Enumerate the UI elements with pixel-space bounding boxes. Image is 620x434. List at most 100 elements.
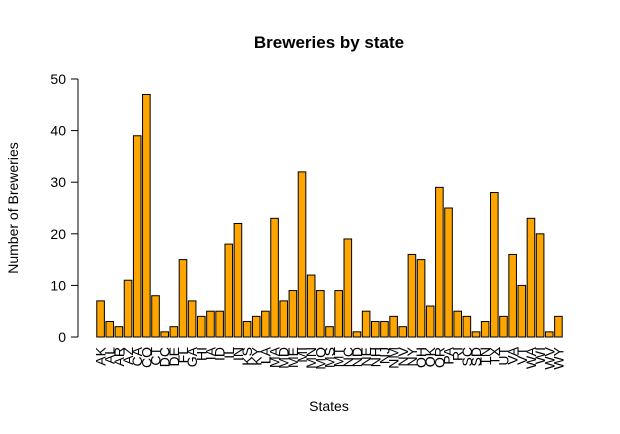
bar-tn — [480, 321, 490, 338]
bar-ga — [187, 300, 197, 338]
x-tick-label-va: VA — [505, 346, 521, 364]
bar-me — [288, 290, 298, 338]
x-tick-label-sd: SD — [468, 347, 484, 366]
x-tick-label-ok: OK — [422, 346, 438, 367]
bar-az — [123, 279, 133, 338]
bar-or — [435, 186, 444, 338]
y-tick-label: 50 — [50, 71, 66, 87]
bar-fl — [178, 259, 188, 338]
y-tick-label: 20 — [50, 226, 66, 242]
x-tick-label-ks: KS — [239, 347, 255, 366]
bar-ne — [361, 310, 371, 338]
bar-dc — [160, 331, 169, 338]
bar-ak — [96, 300, 105, 338]
bar-sc — [462, 315, 472, 338]
x-tick-label-ia: IA — [202, 346, 218, 360]
x-tick-label-nm: NM — [386, 347, 402, 369]
bar-il — [224, 243, 234, 338]
y-tick-label: 30 — [50, 174, 66, 190]
bar-wi — [535, 233, 545, 338]
x-tick-label-ny: NY — [404, 346, 420, 366]
x-tick-label-wy: WY — [550, 346, 566, 369]
x-tick-label-pa: PA — [441, 346, 457, 364]
x-tick-label-il: IL — [221, 347, 237, 359]
bar-nd — [352, 331, 362, 338]
bar-oh — [416, 259, 426, 338]
x-tick-label-tn: TN — [477, 347, 493, 366]
bar-nj — [380, 321, 389, 338]
x-tick-label-in: IN — [230, 347, 246, 361]
x-tick-label-ga: GA — [184, 346, 200, 367]
bar-nv — [398, 326, 408, 338]
bar-mn — [306, 274, 316, 338]
x-tick-label-nh: NH — [367, 347, 383, 367]
x-tick-label-mn: MN — [303, 347, 319, 369]
x-tick-label-al: AL — [102, 347, 118, 364]
bars — [96, 93, 563, 338]
x-tick-label-ms: MS — [322, 347, 338, 368]
y-tick-label: 0 — [58, 329, 66, 345]
x-tick-label-id: ID — [212, 347, 228, 361]
x-tick-label-ma: MA — [267, 346, 283, 368]
bar-wv — [544, 331, 554, 338]
bar-ky — [251, 315, 261, 338]
x-tick-label-ky: KY — [248, 346, 264, 365]
x-tick-label-nc: NC — [340, 347, 356, 367]
bar-ut — [499, 315, 508, 338]
bar-hi — [197, 315, 206, 338]
bar-nm — [389, 315, 398, 338]
bar-mt — [334, 290, 343, 338]
x-tick-label-la: LA — [257, 346, 273, 364]
bar-wy — [554, 315, 563, 338]
bar-ri — [453, 310, 462, 338]
bar-mi — [297, 171, 307, 338]
bar-vt — [517, 284, 527, 338]
bar-pa — [444, 207, 453, 338]
bar-ok — [425, 305, 435, 338]
bar-ma — [270, 217, 279, 338]
x-tick-label-sc: SC — [459, 347, 475, 366]
x-tick-label-wi: WI — [532, 347, 548, 364]
bar-in — [233, 222, 243, 338]
x-tick-label-mo: MO — [312, 347, 328, 370]
x-tick-label-ne: NE — [358, 347, 374, 366]
x-tick-label-oh: OH — [413, 347, 429, 368]
bar-co — [142, 93, 151, 338]
x-tick-label-mi: MI — [294, 347, 310, 363]
bar-ms — [325, 326, 334, 338]
x-tick-label-de: DE — [166, 347, 182, 366]
x-tick-label-wa: WA — [523, 346, 539, 369]
x-tick-label-ri: RI — [450, 347, 466, 361]
bar-tx — [490, 192, 499, 338]
bar-nh — [370, 321, 380, 338]
bar-al — [105, 321, 115, 338]
x-tick-label-vt: VT — [514, 347, 530, 365]
bar-sd — [471, 331, 481, 338]
x-tick-label-mt: MT — [331, 347, 347, 368]
x-tick-label-ak: AK — [93, 346, 109, 365]
y-axis: 0 10 20 30 40 50 — [50, 71, 79, 345]
x-tick-label-hi: HI — [193, 347, 209, 361]
x-tick-label-nj: NJ — [376, 347, 392, 364]
y-tick-label: 10 — [50, 277, 66, 293]
bar-ia — [206, 310, 215, 338]
y-tick-label: 40 — [50, 123, 66, 139]
bar-mo — [316, 290, 325, 338]
x-tick-label-nv: NV — [395, 346, 411, 366]
x-tick-label-ut: UT — [495, 347, 511, 366]
x-tick-label-dc: DC — [157, 347, 173, 367]
x-tick-label-or: OR — [431, 347, 447, 368]
x-tick-label-nd: ND — [349, 347, 365, 367]
bar-ks — [242, 321, 252, 338]
bar-wa — [526, 217, 536, 338]
bar-va — [508, 253, 517, 338]
bar-nc — [343, 238, 353, 338]
bar-ca — [132, 135, 142, 338]
x-tick-label-co: CO — [138, 347, 154, 368]
x-tick-label-md: MD — [276, 347, 292, 369]
y-axis-label: Number of Breweries — [5, 142, 21, 274]
bar-la — [261, 310, 270, 338]
bar-ar — [114, 326, 124, 338]
